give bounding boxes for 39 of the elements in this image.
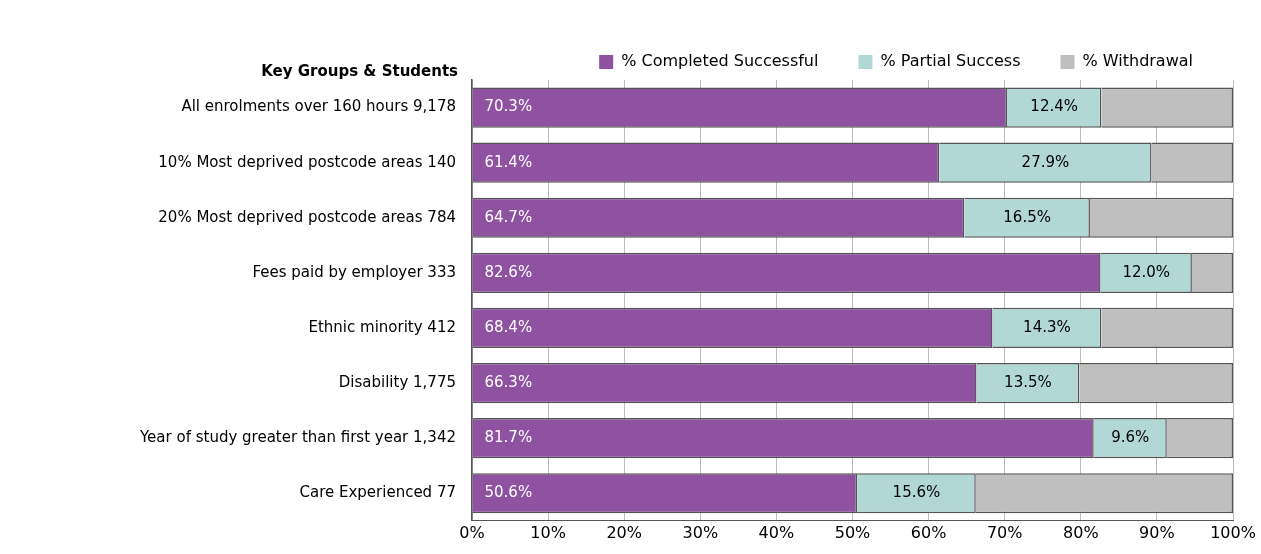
data-label: 9.6% (1111, 428, 1150, 447)
y-tick-label: Disability 1,775 (338, 372, 456, 391)
x-tick-label: 90% (1139, 522, 1175, 542)
x-tick-label: 70% (986, 522, 1023, 542)
y-tick-label: 20% Most deprived postcode areas 784 (158, 207, 456, 226)
data-label: 12.4% (1030, 97, 1078, 116)
x-tick-label: 80% (1063, 522, 1099, 542)
y-tick-label: Year of study greater than first year 1,342 (138, 428, 456, 447)
data-label: 70.3% (484, 97, 533, 116)
x-tick-label: 40% (758, 522, 795, 542)
x-tick-label: 20% (606, 522, 642, 542)
data-label: 50.6% (484, 483, 533, 502)
y-tick-label: All enrolments over 160 hours 9,178 (181, 97, 456, 116)
x-tick-label: 50% (834, 522, 871, 542)
legend-label: % Completed Successful (621, 51, 819, 71)
y-tick-label: 10% Most deprived postcode areas 140 (158, 152, 456, 171)
data-label: 68.4% (484, 317, 533, 336)
data-label: 12.0% (1122, 262, 1171, 281)
data-label: 64.7% (484, 207, 533, 226)
y-axis-title: Key Groups & Students (260, 62, 458, 80)
legend-label: % Partial Success (880, 51, 1021, 71)
data-label: 81.7% (484, 428, 533, 447)
legend-label: % Withdrawal (1082, 51, 1194, 71)
y-tick-label: Ethnic minority 412 (308, 317, 456, 336)
y-tick-label: Fees paid by employer 333 (252, 262, 456, 281)
x-tick-label: 60% (910, 522, 947, 542)
data-label: 61.4% (484, 152, 533, 171)
data-label: 66.3% (484, 372, 533, 391)
data-label: 15.6% (892, 483, 941, 502)
x-tick-label: 0% (459, 522, 485, 542)
data-label: 27.9% (1021, 152, 1070, 171)
data-label: 13.5% (1004, 372, 1052, 391)
y-tick-label: Care Experienced 77 (299, 483, 456, 502)
x-tick-label: 10% (530, 522, 566, 542)
data-label: 16.5% (1003, 207, 1051, 226)
data-label: 82.6% (484, 262, 533, 281)
data-label: 14.3% (1023, 317, 1071, 336)
x-tick-label: 100% (1210, 522, 1256, 542)
x-tick-label: 30% (682, 522, 719, 542)
